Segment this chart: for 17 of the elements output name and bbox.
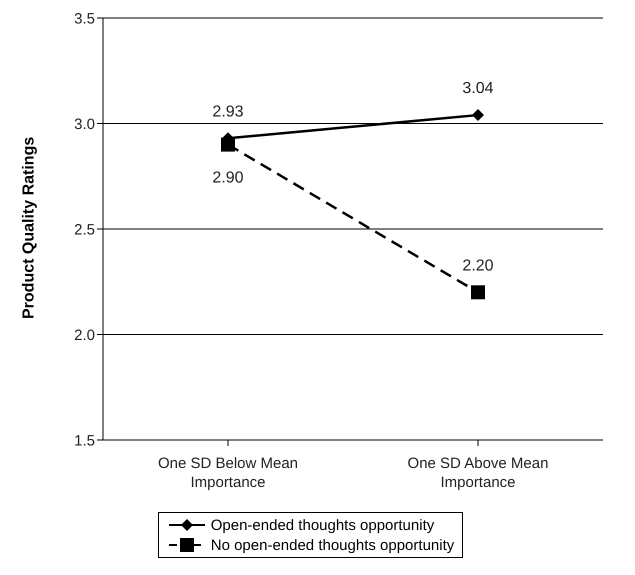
x-tick-label: One SD Below Mean Importance bbox=[158, 455, 298, 491]
data-label: 2.93 bbox=[212, 103, 244, 120]
point bbox=[472, 109, 484, 122]
data-label: 2.90 bbox=[212, 170, 244, 187]
legend-label: Open-ended thoughts opportunity bbox=[210, 516, 434, 534]
point bbox=[221, 138, 235, 152]
data-label: 3.04 bbox=[462, 80, 494, 98]
y-tick-label: 3.5 bbox=[74, 10, 95, 28]
data-label: 2.20 bbox=[462, 257, 494, 274]
legend-label: No open-ended thoughts opportunity bbox=[210, 536, 454, 554]
y-axis-title: Product Quality Ratings bbox=[20, 136, 38, 319]
y-tick-label: 2.5 bbox=[74, 221, 95, 238]
y-tick-label: 1.5 bbox=[74, 432, 95, 450]
y-tick-label: 2.0 bbox=[74, 326, 95, 344]
point bbox=[471, 285, 485, 300]
y-tick-label: 3.0 bbox=[74, 116, 95, 133]
x-tick-label: One SD Above Mean Importance bbox=[408, 455, 548, 491]
